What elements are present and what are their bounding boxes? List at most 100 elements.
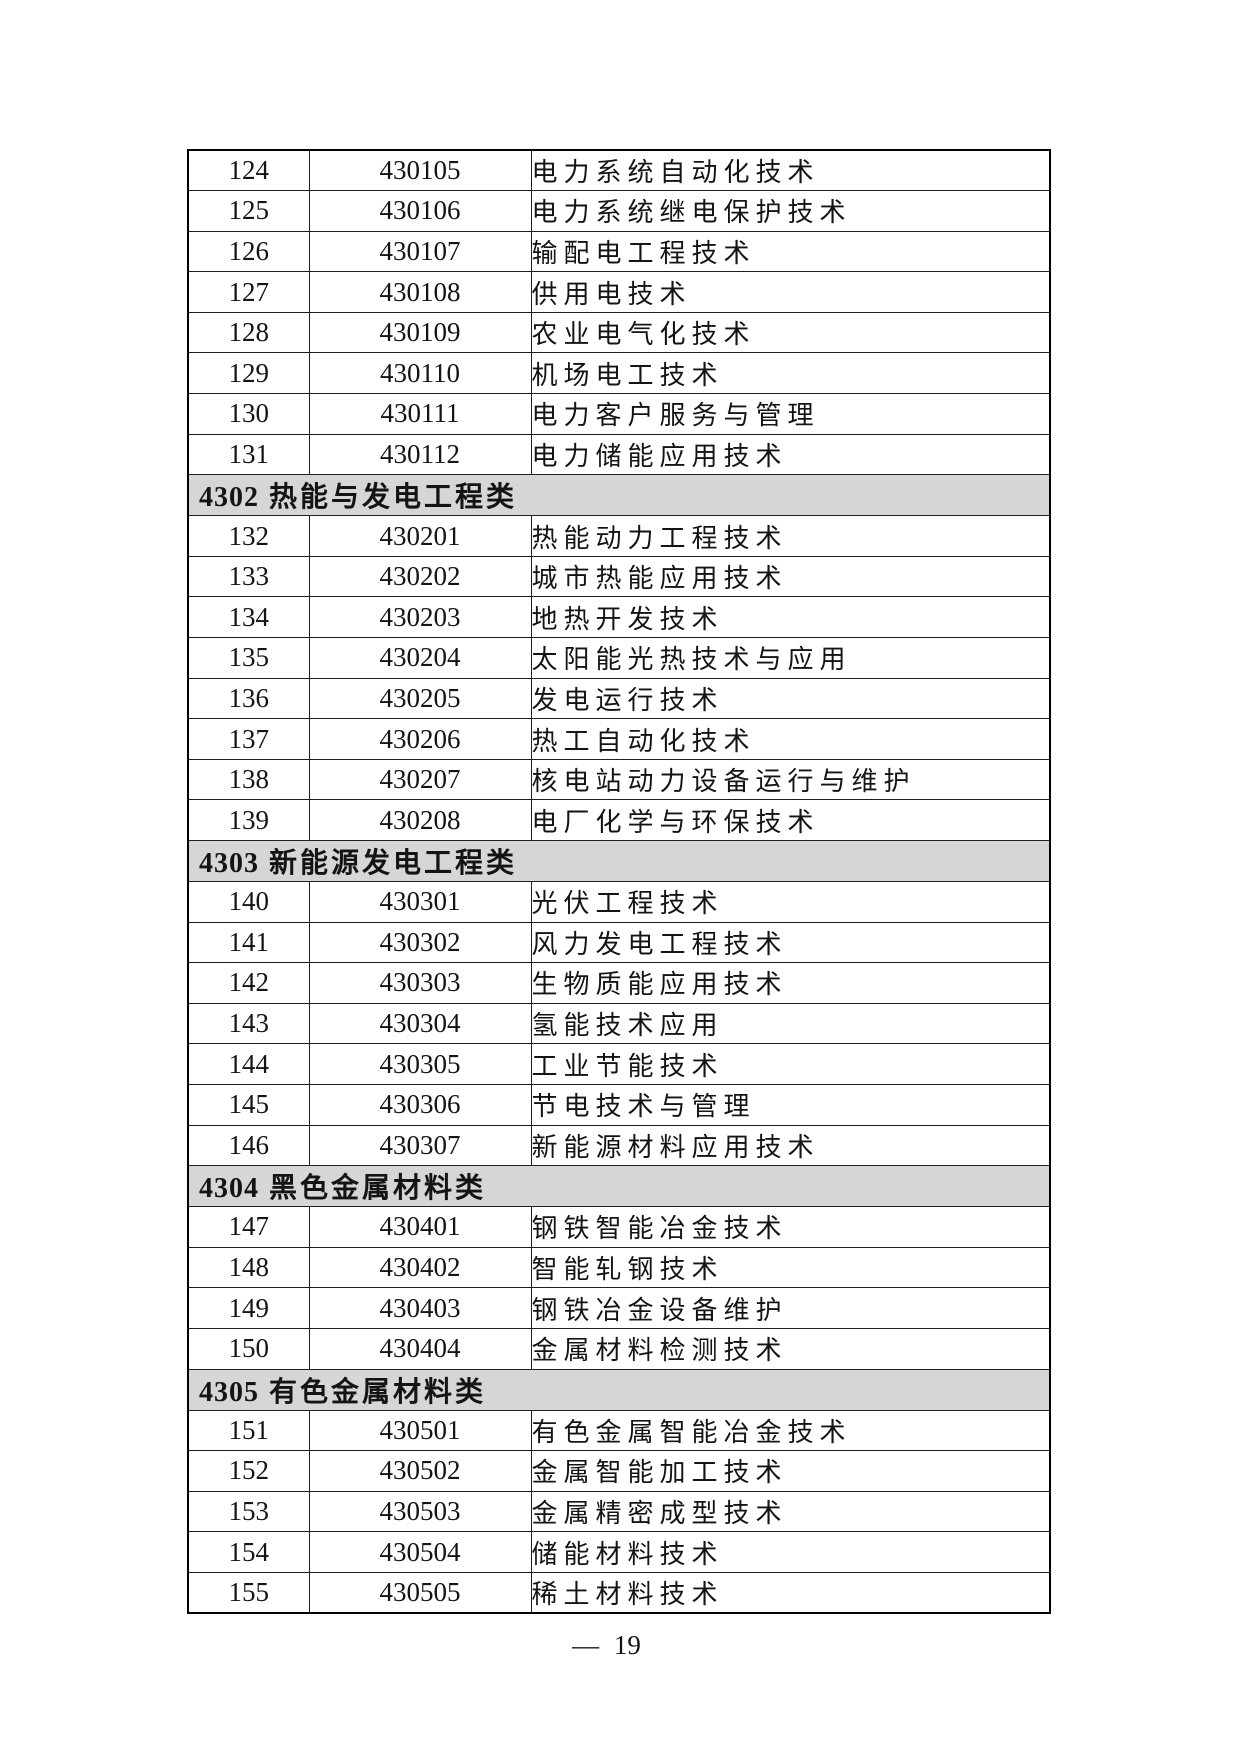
major-code-cell: 430502 — [308, 1450, 532, 1492]
row-number-cell: 132 — [187, 515, 310, 557]
row-number-cell: 151 — [187, 1409, 310, 1452]
major-code-cell: 430207 — [308, 758, 532, 801]
section-header-cell: 4303 新能源发电工程类 — [187, 840, 1051, 882]
section-code: 4302 — [199, 482, 259, 514]
page-footer: — 19 — [0, 1630, 1241, 1661]
table-row: 131 430112 电力储能应用技术 — [187, 433, 1051, 476]
major-code-cell: 430112 — [308, 433, 532, 476]
major-code-cell: 430109 — [308, 311, 532, 354]
table-row: 126 430107 输配电工程技术 — [187, 230, 1051, 273]
major-name-cell: 储能材料技术 — [530, 1531, 1051, 1573]
table-row: 141 430302 风力发电工程技术 — [187, 921, 1051, 964]
row-number-cell: 139 — [187, 799, 310, 841]
major-name-cell: 电力客户服务与管理 — [530, 393, 1051, 435]
row-number-cell: 126 — [187, 230, 310, 273]
section-title: 新能源发电工程类 — [269, 848, 518, 879]
major-name-cell: 供用电技术 — [530, 271, 1051, 313]
major-code-cell: 430105 — [308, 149, 532, 192]
table-row: 154 430504 储能材料技术 — [187, 1531, 1051, 1573]
major-code-cell: 430401 — [308, 1206, 532, 1248]
table-row: 129 430110 机场电工技术 — [187, 352, 1051, 395]
table-row: 127 430108 供用电技术 — [187, 271, 1051, 313]
major-name-cell: 发电运行技术 — [530, 677, 1051, 720]
row-number-cell: 150 — [187, 1327, 310, 1370]
major-name-cell: 工业节能技术 — [530, 1043, 1051, 1085]
table-row: 130 430111 电力客户服务与管理 — [187, 393, 1051, 435]
table-row: 147 430401 钢铁智能冶金技术 — [187, 1206, 1051, 1248]
page-number: — 19 — [572, 1630, 641, 1660]
major-name-cell: 风力发电工程技术 — [530, 921, 1051, 964]
major-name-cell: 有色金属智能冶金技术 — [530, 1409, 1051, 1452]
row-number-cell: 146 — [187, 1124, 310, 1167]
section-title: 黑色金属材料类 — [269, 1173, 487, 1205]
major-code-cell: 430402 — [308, 1246, 532, 1289]
major-name-cell: 稀土材料技术 — [530, 1571, 1051, 1614]
row-number-cell: 133 — [187, 555, 310, 598]
major-code-cell: 430505 — [308, 1571, 532, 1614]
table-row: 150 430404 金属材料检测技术 — [187, 1327, 1051, 1370]
major-name-cell: 氢能技术应用 — [530, 1002, 1051, 1045]
row-number-cell: 154 — [187, 1531, 310, 1573]
section-header-row: 4303 新能源发电工程类 — [187, 840, 1051, 882]
major-code-cell: 430208 — [308, 799, 532, 841]
major-name-cell: 节电技术与管理 — [530, 1083, 1051, 1126]
row-number-cell: 128 — [187, 311, 310, 354]
table-row: 138 430207 核电站动力设备运行与维护 — [187, 758, 1051, 801]
row-number-cell: 134 — [187, 596, 310, 639]
table-row: 135 430204 太阳能光热技术与应用 — [187, 637, 1051, 679]
major-code-cell: 430205 — [308, 677, 532, 720]
major-code-cell: 430503 — [308, 1490, 532, 1533]
major-name-cell: 智能轧钢技术 — [530, 1246, 1051, 1289]
major-code-cell: 430201 — [308, 515, 532, 557]
major-code-cell: 430111 — [308, 393, 532, 435]
row-number-cell: 137 — [187, 718, 310, 760]
major-name-cell: 电力系统继电保护技术 — [530, 190, 1051, 232]
major-name-cell: 农业电气化技术 — [530, 311, 1051, 354]
row-number-cell: 147 — [187, 1206, 310, 1248]
major-name-cell: 生物质能应用技术 — [530, 962, 1051, 1004]
row-number-cell: 141 — [187, 921, 310, 964]
table-row: 142 430303 生物质能应用技术 — [187, 962, 1051, 1004]
row-number-cell: 152 — [187, 1450, 310, 1492]
table-row: 149 430403 钢铁冶金设备维护 — [187, 1287, 1051, 1329]
major-name-cell: 金属智能加工技术 — [530, 1450, 1051, 1492]
major-name-cell: 核电站动力设备运行与维护 — [530, 758, 1051, 801]
section-code: 4304 — [199, 1173, 259, 1205]
major-name-cell: 新能源材料应用技术 — [530, 1124, 1051, 1167]
major-code-cell: 430303 — [308, 962, 532, 1004]
row-number-cell: 145 — [187, 1083, 310, 1126]
section-header-cell: 4305 有色金属材料类 — [187, 1368, 1051, 1411]
table-row: 140 430301 光伏工程技术 — [187, 881, 1051, 923]
major-code-cell: 430204 — [308, 637, 532, 679]
table-row: 155 430505 稀土材料技术 — [187, 1571, 1051, 1614]
major-code-cell: 430501 — [308, 1409, 532, 1452]
row-number-cell: 129 — [187, 352, 310, 395]
major-code-cell: 430307 — [308, 1124, 532, 1167]
major-code-cell: 430203 — [308, 596, 532, 639]
table-row: 146 430307 新能源材料应用技术 — [187, 1124, 1051, 1167]
section-title: 热能与发电工程类 — [269, 482, 518, 514]
major-name-cell: 电力储能应用技术 — [530, 433, 1051, 476]
row-number-cell: 142 — [187, 962, 310, 1004]
major-name-cell: 光伏工程技术 — [530, 881, 1051, 923]
section-header-cell: 4302 热能与发电工程类 — [187, 474, 1051, 517]
major-code-cell: 430403 — [308, 1287, 532, 1329]
table-row: 144 430305 工业节能技术 — [187, 1043, 1051, 1085]
major-code-table: 124 430105 电力系统自动化技术 125 430106 电力系统继电保护技术 126… — [187, 149, 1051, 1614]
major-code-cell: 430202 — [308, 555, 532, 598]
row-number-cell: 135 — [187, 637, 310, 679]
major-code-cell: 430302 — [308, 921, 532, 964]
major-name-cell: 金属精密成型技术 — [530, 1490, 1051, 1533]
major-code-cell: 430306 — [308, 1083, 532, 1126]
row-number-cell: 143 — [187, 1002, 310, 1045]
table-row: 136 430205 发电运行技术 — [187, 677, 1051, 720]
row-number-cell: 136 — [187, 677, 310, 720]
section-header-cell: 4304 黑色金属材料类 — [187, 1165, 1051, 1208]
table-row: 151 430501 有色金属智能冶金技术 — [187, 1409, 1051, 1452]
row-number-cell: 125 — [187, 190, 310, 232]
row-number-cell: 153 — [187, 1490, 310, 1533]
major-name-cell: 钢铁智能冶金技术 — [530, 1206, 1051, 1248]
major-code-cell: 430107 — [308, 230, 532, 273]
row-number-cell: 130 — [187, 393, 310, 435]
major-name-cell: 钢铁冶金设备维护 — [530, 1287, 1051, 1329]
